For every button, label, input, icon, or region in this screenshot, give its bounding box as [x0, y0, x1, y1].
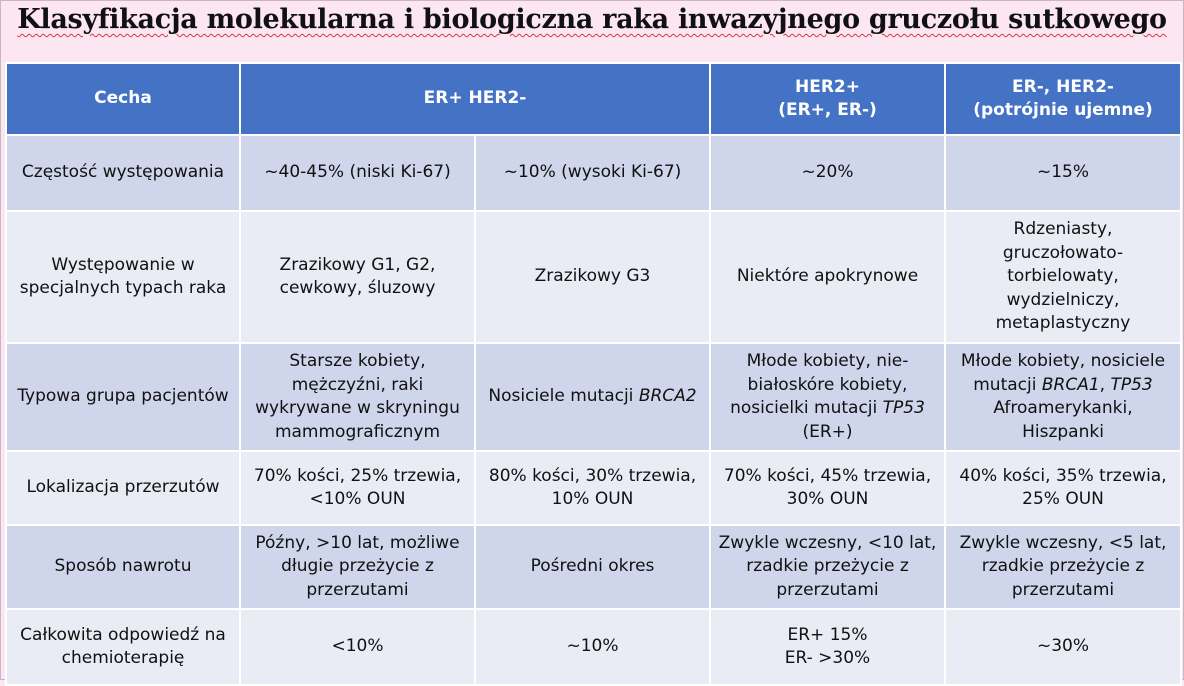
- title-text: Klasyfikacja molekularna i biologiczna r…: [17, 4, 1167, 35]
- cell-er-high-ki67: ~10% (wysoki Ki-67): [474, 134, 711, 212]
- cell-her2: Młode kobiety, nie-białoskóre kobiety, n…: [709, 342, 946, 452]
- row-label: Lokalizacja przerzutów: [5, 450, 241, 526]
- cell-er-high-ki67: ~10%: [474, 608, 711, 686]
- cell-er-low-ki67: Późny, >10 lat, możliwe długie przeżycie…: [239, 524, 476, 610]
- cell-her2: Niektóre apokrynowe: [709, 210, 946, 344]
- table-row-metastasis: Lokalizacja przerzutów 70% kości, 25% tr…: [5, 450, 1182, 526]
- cell-er-high-ki67: 80% kości, 30% trzewia, 10% OUN: [474, 450, 711, 526]
- cell-text: Młode kobiety, nosiciele mutacji: [960, 351, 1166, 395]
- cell-er-high-ki67: Pośredni okres: [474, 524, 711, 610]
- cell-text: Nosiciele mutacji: [488, 386, 639, 407]
- cell-text: ER- >30%: [784, 648, 871, 668]
- header-triple-negative-line2: (potrójnie ujemne): [973, 100, 1153, 120]
- cell-er-low-ki67: ~40-45% (niski Ki-67): [239, 134, 476, 212]
- cell-text: (ER+): [802, 421, 853, 442]
- header-er-pos-her2-neg: ER+ HER2-: [239, 62, 711, 136]
- table-row-special-types: Występowanie w specjalnych typach raka Z…: [5, 210, 1182, 344]
- cell-her2: Zwykle wczesny, <10 lat, rzadkie przeżyc…: [709, 524, 946, 610]
- cell-er-low-ki67: Starsze kobiety, mężczyźni, raki wykrywa…: [239, 342, 476, 452]
- header-row: Cecha ER+ HER2- HER2+ (ER+, ER-) ER-, HE…: [5, 62, 1182, 136]
- row-label: Sposób nawrotu: [5, 524, 241, 610]
- table-row-frequency: Częstość występowania ~40-45% (niski Ki-…: [5, 134, 1182, 212]
- table-row-recurrence: Sposób nawrotu Późny, >10 lat, możliwe d…: [5, 524, 1182, 610]
- row-label: Typowa grupa pacjentów: [5, 342, 241, 452]
- table-row-chemo-response: Całkowita odpowiedź na chemioterapię <10…: [5, 608, 1182, 686]
- row-label: Całkowita odpowiedź na chemioterapię: [5, 608, 241, 686]
- cell-triple-negative: ~30%: [944, 608, 1182, 686]
- cell-er-high-ki67: Nosiciele mutacji BRCA2: [474, 342, 711, 452]
- cell-triple-negative: Zwykle wczesny, <5 lat, rzadkie przeżyci…: [944, 524, 1182, 610]
- header-triple-negative-line1: ER-, HER2-: [1012, 76, 1114, 97]
- cell-her2: ER+ 15% ER- >30%: [709, 608, 946, 686]
- cell-her2: 70% kości, 45% trzewia, 30% OUN: [709, 450, 946, 526]
- cell-text: Młode kobiety, nie-białoskóre kobiety, n…: [730, 351, 909, 418]
- table-row-patient-group: Typowa grupa pacjentów Starsze kobiety, …: [5, 342, 1182, 452]
- gene-name: TP53: [882, 398, 925, 418]
- gene-name: BRCA2: [638, 386, 697, 407]
- classification-table: Cecha ER+ HER2- HER2+ (ER+, ER-) ER-, HE…: [5, 62, 1182, 686]
- cell-er-low-ki67: <10%: [239, 608, 476, 686]
- cell-text: ER+ 15%: [787, 624, 868, 645]
- header-feature: Cecha: [5, 62, 241, 136]
- cell-triple-negative: Młode kobiety, nosiciele mutacji BRCA1, …: [944, 342, 1182, 452]
- header-triple-negative: ER-, HER2- (potrójnie ujemne): [944, 62, 1182, 136]
- cell-text: Afroamerykanki, Hiszpanki: [993, 398, 1133, 442]
- gene-name: BRCA1: [1041, 374, 1100, 395]
- header-her2-pos: HER2+ (ER+, ER-): [709, 62, 946, 136]
- cell-triple-negative: 40% kości, 35% trzewia, 25% OUN: [944, 450, 1182, 526]
- row-label: Częstość występowania: [5, 134, 241, 212]
- cell-er-high-ki67: Zrazikowy G3: [474, 210, 711, 344]
- cell-text: ,: [1099, 374, 1111, 395]
- cell-triple-negative: Rdzeniasty, gruczołowato-torbielowaty, w…: [944, 210, 1182, 344]
- cell-er-low-ki67: 70% kości, 25% trzewia, <10% OUN: [239, 450, 476, 526]
- header-her2-pos-line1: HER2+: [794, 76, 860, 97]
- cell-triple-negative: ~15%: [944, 134, 1182, 212]
- row-label: Występowanie w specjalnych typach raka: [5, 210, 241, 344]
- cell-er-low-ki67: Zrazikowy G1, G2, cewkowy, śluzowy: [239, 210, 476, 344]
- header-her2-pos-line2: (ER+, ER-): [778, 100, 877, 120]
- cell-her2: ~20%: [709, 134, 946, 212]
- slide-title: Klasyfikacja molekularna i biologiczna r…: [0, 4, 1184, 35]
- gene-name: TP53: [1110, 374, 1153, 395]
